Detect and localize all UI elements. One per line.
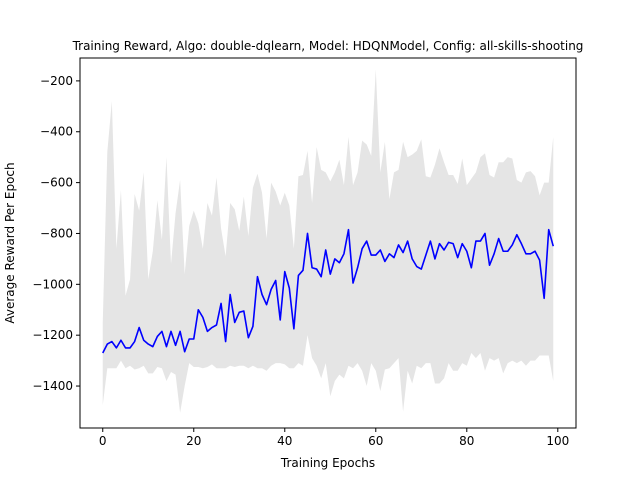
x-tick-label: 100: [546, 434, 569, 448]
reward-range-band: [102, 69, 554, 413]
y-tick-label: −1200: [32, 328, 73, 342]
y-tick-label: −600: [40, 176, 73, 190]
plot-area: [102, 69, 555, 413]
y-tick-label: −1000: [32, 277, 73, 291]
plot-frame: [79, 57, 577, 429]
y-tick-label: −200: [40, 74, 73, 88]
x-axis: 0 20 40 60 80 100: [99, 428, 569, 448]
y-tick-label: −800: [40, 226, 73, 240]
x-tick-label: 20: [186, 434, 201, 448]
x-tick-label: 40: [277, 434, 292, 448]
average-reward-line: [102, 228, 555, 354]
y-axis-label: Average Reward Per Epoch: [3, 162, 17, 323]
chart-title: Training Reward, Algo: double-dqlearn, M…: [72, 39, 584, 53]
x-tick-label: 0: [99, 434, 107, 448]
x-tick-label: 80: [459, 434, 474, 448]
y-axis: −1400 −1200 −1000 −800 −600 −400 −200: [32, 74, 80, 393]
x-tick-label: 60: [368, 434, 383, 448]
y-tick-label: −400: [40, 125, 73, 139]
y-tick-label: −1400: [32, 379, 73, 393]
x-axis-label: Training Epochs: [280, 456, 375, 470]
